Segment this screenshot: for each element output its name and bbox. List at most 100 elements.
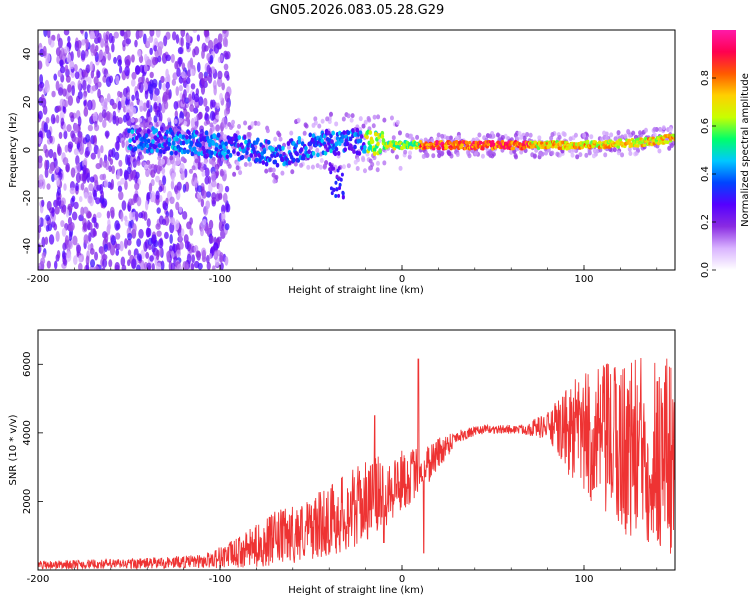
spectrogram-cell [436,132,441,138]
spectrogram-cell [337,193,341,198]
spectrogram-cell [43,30,48,38]
spectrogram-cell [232,171,237,177]
spectrogram-cell [82,164,87,175]
spectrogram-cell [73,63,78,72]
y-tick-label: 6000 [22,352,33,377]
spectrogram-cell [111,43,115,53]
spectrogram-cell [389,115,394,121]
spectrogram-cell [264,168,269,174]
spectrogram-cell [66,243,71,253]
spectrogram-cell [76,48,81,58]
spectrogram-cell [90,31,96,40]
spectrogram-cell [127,249,132,256]
spectrogram-cell [307,149,311,155]
spectrogram-cell [370,139,375,145]
spectrogram-cell [118,191,124,201]
spectrogram-cell [138,82,144,93]
spectrogram-cell [87,195,93,204]
spectrogram-cell [156,138,161,144]
spectrogram-cell [205,200,211,210]
spectrogram-cell [69,61,75,70]
spectrogram-cell [51,90,56,98]
spectrogram-cell [212,265,216,270]
spectrogram-cell [537,135,542,141]
spectrogram-cell [174,60,179,70]
spectrogram-cell [208,67,213,78]
spectrogram-cell [214,146,219,152]
y-tick-label: 20 [22,96,33,109]
spectrogram-cell [44,159,48,171]
spectrogram-cell [197,151,201,157]
spectrogram-cell [55,105,61,112]
spectrogram-cell [100,38,105,48]
spectrogram-cell [204,105,210,113]
spectrogram-cell [188,93,192,102]
y-tick-label: -20 [22,190,33,206]
spectrogram-cell [134,135,139,141]
spectrogram-cell [132,158,137,168]
spectrogram-cell [328,167,332,172]
spectrogram-cell [448,141,452,145]
spectrogram-cell [62,252,68,260]
spectrogram-cell [172,72,178,81]
spectrogram-cell [336,151,341,156]
spectrogram-cell [200,84,206,95]
spectrogram-cell [90,152,96,160]
spectrogram-cell [146,100,150,109]
spectrogram-cell [201,189,207,199]
spectrogram-cell [64,235,69,246]
spectrogram-cell [41,236,46,248]
spectrogram-cell [187,60,193,71]
spectrogram-cell [112,110,117,121]
spectrogram-cell [334,121,339,127]
spectrogram-cell [103,101,108,109]
spectrogram-cell [121,140,125,149]
spectrogram-cell [414,146,418,150]
spectrogram-cell [361,123,366,129]
spectrogram-cell [146,138,151,144]
spectrogram-cell [224,256,229,266]
spectrogram-cell [185,134,189,140]
spectrogram-cell [328,162,332,167]
spectrogram-cell [149,47,153,56]
spectrogram-cell [575,154,580,160]
spectrogram-cell [210,159,215,165]
spectrogram-cell [203,45,209,52]
spectrogram-cell [65,208,70,218]
spectrogram-cell [48,167,54,174]
colorbar-tick-label: 0.8 [700,70,711,86]
spectrogram-cell [124,180,128,191]
spectrogram-cell [585,139,590,144]
spectrogram-cell [59,98,65,107]
spectrogram-cell [157,155,162,161]
spectrogram-cell [154,49,159,58]
spectrogram-cell [76,244,82,254]
spectrogram-cell [301,155,306,161]
spectrogram-cell [147,83,154,95]
spectrogram-cell [609,132,614,138]
spectrogram-cell [82,222,87,231]
spectrogram-cell [221,116,227,128]
spectrogram-cell [223,63,229,71]
spectrogram-cell [217,33,223,44]
spectrogram-cell [665,140,670,145]
spectrogram-cell [582,132,587,138]
spectrogram-cell [525,131,530,137]
spectrogram-cell [189,168,194,174]
spectrogram-cell [162,82,167,91]
spectrogram-cell [313,116,318,122]
spectrogram-cell [106,93,111,103]
spectrogram-cell [182,149,187,155]
spectrogram-cell [155,148,160,153]
spectrogram-cell [215,124,220,130]
spectrogram-cell [194,158,199,164]
spectrogram-cell [167,137,172,143]
spectrogram-cell [211,141,215,146]
spectrogram-cell [342,130,346,135]
spectrogram-cell [216,102,220,110]
spectrogram-cell [652,132,657,138]
spectrogram-cell [102,173,107,181]
spectrogram-cell [92,227,97,237]
spectrogram-cell [148,182,153,193]
spectrogram-cell [522,135,527,141]
